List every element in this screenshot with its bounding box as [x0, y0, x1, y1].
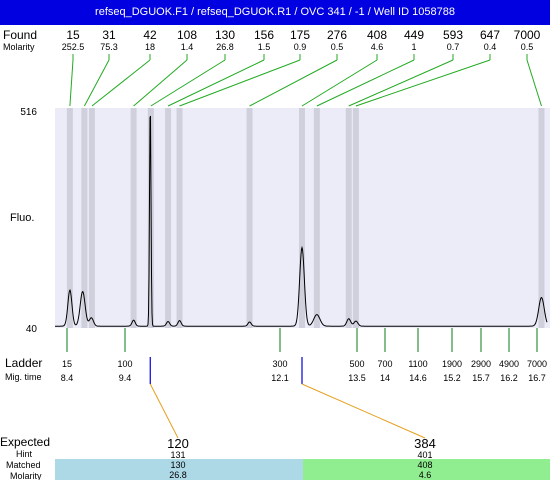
ladder-time-label: 8.4: [61, 373, 74, 383]
fluo-axis-label: Fluo.: [10, 212, 34, 224]
found-connector: [167, 59, 265, 107]
ladder-time-label: 16.7: [528, 373, 546, 383]
ladder-size-label: 700: [377, 359, 392, 369]
hint-label: Hint: [16, 449, 33, 459]
found-size-label: 408: [367, 28, 387, 42]
found-band: [246, 108, 253, 328]
molarity-bottom-label: Molarity: [10, 471, 42, 480]
found-band: [313, 108, 320, 328]
found-size-label: 31: [102, 28, 116, 42]
expected-cell-2: [303, 459, 550, 480]
found-size-label: 130: [215, 28, 235, 42]
found-size-label: 276: [327, 28, 347, 42]
expected-connector: [149, 383, 179, 439]
ladder-size-label: 1100: [408, 359, 427, 369]
found-molarity-label: 1.4: [181, 42, 194, 52]
found-molarity-label: 18: [145, 42, 155, 52]
found-size-label: 108: [177, 28, 197, 42]
found-molarity-label: 26.8: [216, 42, 234, 52]
expected-matched: 408: [417, 460, 432, 470]
expected-connector: [301, 383, 426, 439]
found-molarity-label: 0.5: [521, 42, 534, 52]
found-size-label: 593: [443, 28, 463, 42]
found-connector: [316, 59, 415, 107]
found-connector: [179, 59, 301, 107]
matched-label: Matched: [6, 460, 41, 470]
y-tick-min: 40: [26, 324, 38, 335]
found-band: [538, 108, 545, 328]
found-connector: [348, 59, 454, 107]
ladder-time-label: 16.2: [500, 373, 518, 383]
found-connector: [83, 59, 110, 107]
found-band: [176, 108, 183, 328]
found-band: [352, 108, 359, 328]
ladder-time-label: 9.4: [119, 373, 132, 383]
ladder-time-label: 12.1: [271, 373, 289, 383]
found-label: Found: [3, 28, 37, 42]
ladder-time-label: 13.5: [348, 373, 366, 383]
found-size-label: 647: [480, 28, 500, 42]
found-connector: [150, 59, 226, 107]
expected-hint: 401: [417, 450, 432, 460]
found-connector: [301, 59, 378, 107]
found-size-label: 7000: [514, 28, 541, 42]
found-connector: [91, 59, 151, 107]
expected-label: Expected: [0, 435, 50, 449]
found-connector: [249, 59, 338, 107]
found-size-label: 156: [254, 28, 274, 42]
expected-hint: 131: [170, 450, 185, 460]
found-molarity-label: 0.4: [484, 42, 497, 52]
expected-cell-1: [55, 459, 303, 480]
found-molarity-label: 1: [411, 42, 416, 52]
ladder-time-label: 15.2: [443, 373, 461, 383]
found-band: [66, 108, 73, 328]
found-band: [345, 108, 352, 328]
window-title: refseq_DGUOK.F1 / refseq_DGUOK.R1 / OVC …: [0, 0, 550, 25]
expected-size: 120: [167, 436, 189, 451]
ladder-time-label: 14: [380, 373, 390, 383]
found-connector: [133, 59, 188, 107]
found-molarity-label: 0.9: [294, 42, 307, 52]
found-band: [81, 108, 88, 328]
ladder-size-label: 300: [272, 359, 287, 369]
found-connector: [69, 59, 74, 107]
ladder-size-label: 4900: [499, 359, 519, 369]
found-size-label: 42: [143, 28, 157, 42]
y-tick-max: 516: [20, 107, 37, 118]
ladder-size-label: 1900: [442, 359, 462, 369]
expected-matched: 130: [170, 460, 185, 470]
ladder-label: Ladder: [5, 356, 42, 370]
expected-size: 384: [414, 436, 436, 451]
ladder-size-label: 2900: [471, 359, 491, 369]
found-connector: [355, 59, 491, 107]
found-molarity-label: 4.6: [371, 42, 384, 52]
found-molarity-label: 252.5: [62, 42, 85, 52]
ladder-time-label: 14.6: [409, 373, 427, 383]
found-band: [130, 108, 137, 328]
expected-molarity: 4.6: [419, 470, 432, 480]
ladder-size-label: 7000: [527, 359, 547, 369]
ladder-size-label: 15: [62, 359, 72, 369]
molarity-label: Molarity: [3, 42, 35, 52]
found-molarity-label: 1.5: [258, 42, 271, 52]
expected-molarity: 26.8: [169, 470, 187, 480]
mig-time-label: Mig. time: [5, 372, 42, 382]
found-band: [165, 108, 172, 328]
ladder-time-label: 15.7: [472, 373, 490, 383]
found-connector: [526, 59, 542, 107]
found-size-label: 449: [404, 28, 424, 42]
found-molarity-label: 0.5: [331, 42, 344, 52]
found-size-label: 175: [290, 28, 310, 42]
ladder-size-label: 500: [349, 359, 364, 369]
found-molarity-label: 0.7: [447, 42, 460, 52]
fluorescence-trace: [55, 115, 548, 327]
found-size-label: 15: [66, 28, 80, 42]
ladder-size-label: 100: [117, 359, 132, 369]
found-band: [88, 108, 95, 328]
found-molarity-label: 75.3: [100, 42, 118, 52]
found-band: [299, 108, 305, 328]
